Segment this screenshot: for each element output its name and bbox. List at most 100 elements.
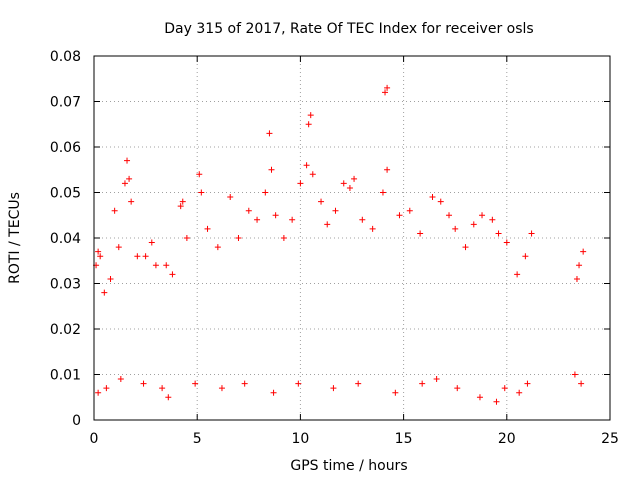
data-point [95, 389, 102, 396]
data-point [262, 189, 269, 196]
data-point [437, 198, 444, 205]
data-point [324, 221, 331, 228]
x-tick-label: 10 [291, 431, 309, 447]
data-point [204, 225, 211, 232]
data-point [214, 244, 221, 251]
data-point [266, 130, 273, 137]
data-point [406, 207, 413, 214]
data-point [295, 380, 302, 387]
data-point [103, 385, 110, 392]
data-point [571, 371, 578, 378]
data-point [359, 216, 366, 223]
data-point [117, 376, 124, 383]
data-point [454, 385, 461, 392]
data-point [97, 253, 104, 260]
data-point [95, 248, 102, 255]
y-tick-label: 0.02 [50, 322, 81, 338]
data-point [384, 84, 391, 91]
data-point [489, 216, 496, 223]
data-point [501, 385, 508, 392]
data-point [227, 194, 234, 201]
data-point [379, 189, 386, 196]
data-point [183, 235, 190, 241]
x-tick-label: 20 [498, 431, 516, 447]
data-point [309, 171, 316, 178]
y-tick-label: 0.01 [50, 368, 81, 384]
data-point [218, 385, 225, 392]
data-point [115, 244, 122, 251]
data-point [241, 380, 248, 387]
y-tick-label: 0 [72, 413, 81, 429]
data-point [346, 184, 353, 191]
grid-lines [94, 56, 610, 420]
data-point [503, 239, 510, 246]
data-point [462, 244, 469, 251]
data-point [417, 230, 424, 237]
data-point [573, 275, 580, 282]
x-tick-label: 5 [193, 431, 202, 447]
x-tick-labels: 0 5 10 15 20 25 [90, 431, 619, 447]
x-tick-label: 25 [601, 431, 619, 447]
data-point [576, 262, 583, 269]
y-tick-label: 0.08 [50, 49, 81, 65]
data-point [148, 239, 155, 246]
data-point [245, 207, 252, 214]
data-point [140, 380, 147, 387]
data-point [384, 166, 391, 173]
data-point [392, 389, 399, 396]
data-point [126, 175, 133, 182]
data-point [433, 376, 440, 383]
data-point [307, 112, 314, 119]
data-point [330, 385, 337, 392]
data-point [142, 253, 149, 260]
data-point [524, 380, 531, 387]
data-point [305, 121, 312, 128]
data-point [332, 207, 339, 214]
data-point [192, 380, 199, 387]
data-point [177, 203, 184, 210]
data-point [165, 394, 172, 401]
chart-title: Day 315 of 2017, Rate Of TEC Index for r… [164, 21, 533, 37]
data-point [303, 162, 310, 169]
data-points [93, 84, 587, 405]
data-point [111, 207, 118, 214]
data-point [270, 389, 277, 396]
data-point [522, 253, 529, 260]
data-point [235, 235, 242, 241]
y-axis-label: ROTI / TECUs [7, 192, 23, 284]
data-point [169, 271, 176, 278]
data-point [268, 166, 275, 173]
data-point [152, 262, 159, 269]
data-point [493, 398, 500, 405]
data-point [476, 394, 483, 401]
data-point [351, 175, 358, 182]
data-point [254, 216, 261, 223]
y-tick-label: 0.04 [50, 231, 81, 247]
y-tick-label: 0.05 [50, 186, 81, 202]
data-point [101, 289, 108, 296]
data-point [196, 171, 203, 178]
data-point [198, 189, 205, 196]
data-point [396, 212, 403, 219]
data-point [134, 253, 141, 260]
data-point [578, 380, 585, 387]
data-point [514, 271, 521, 278]
y-tick-labels: 0 0.01 0.02 0.03 0.04 0.05 0.06 0.07 0.08 [50, 49, 81, 429]
y-tick-label: 0.03 [50, 277, 81, 293]
x-axis-label: GPS time / hours [290, 458, 407, 474]
data-point [289, 216, 296, 223]
data-point [318, 198, 325, 205]
data-point [528, 230, 535, 237]
data-point [446, 212, 453, 219]
data-point [159, 385, 166, 392]
data-point [470, 221, 477, 228]
data-point [272, 212, 279, 219]
y-tick-label: 0.06 [50, 140, 81, 156]
data-point [479, 212, 486, 219]
data-point [128, 198, 135, 205]
data-point [297, 180, 304, 187]
data-point [355, 380, 362, 387]
y-tick-label: 0.07 [50, 95, 81, 111]
x-tick-label: 0 [90, 431, 99, 447]
